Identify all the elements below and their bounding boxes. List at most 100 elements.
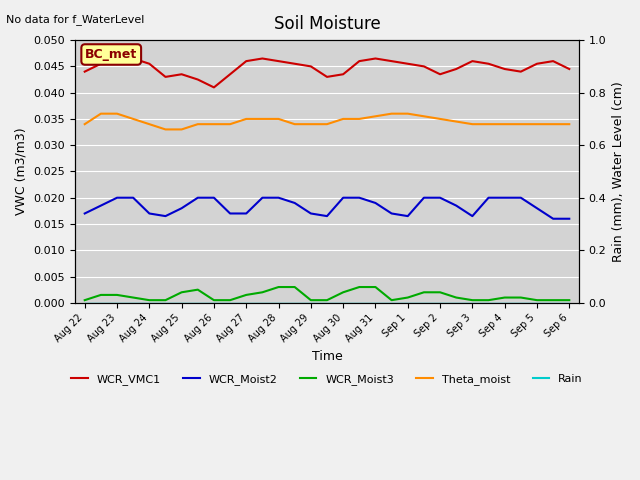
WCR_VMC1 [436,72,444,77]
Rain [129,300,137,306]
WCR_Moist3 [259,289,266,295]
Theta_moist [307,121,315,127]
Rain [259,300,266,306]
WCR_Moist3 [452,295,460,300]
Rain [517,300,525,306]
Y-axis label: VWC (m3/m3): VWC (m3/m3) [15,128,28,215]
WCR_Moist3 [97,292,105,298]
WCR_VMC1 [259,56,266,61]
Theta_moist [452,119,460,124]
WCR_VMC1 [468,58,476,64]
WCR_Moist2 [81,211,88,216]
WCR_Moist3 [210,297,218,303]
Rain [97,300,105,306]
WCR_Moist2 [549,216,557,222]
Theta_moist [162,127,170,132]
WCR_Moist2 [259,195,266,201]
Theta_moist [113,111,121,117]
WCR_Moist2 [113,195,121,201]
Rain [145,300,153,306]
Rain [275,300,282,306]
Rain [501,300,509,306]
Theta_moist [501,121,509,127]
Theta_moist [420,113,428,119]
Theta_moist [194,121,202,127]
WCR_Moist3 [372,284,380,290]
Rain [291,300,298,306]
WCR_Moist3 [388,297,396,303]
Rain [420,300,428,306]
WCR_Moist3 [113,292,121,298]
WCR_VMC1 [81,69,88,74]
Legend: WCR_VMC1, WCR_Moist2, WCR_Moist3, Theta_moist, Rain: WCR_VMC1, WCR_Moist2, WCR_Moist3, Theta_… [67,370,588,389]
WCR_Moist3 [355,284,363,290]
Rain [81,300,88,306]
Theta_moist [178,127,186,132]
WCR_Moist2 [388,211,396,216]
Rain [323,300,331,306]
Theta_moist [291,121,298,127]
Line: WCR_VMC1: WCR_VMC1 [84,59,570,87]
WCR_Moist2 [517,195,525,201]
WCR_Moist3 [145,297,153,303]
Text: No data for f_WaterLevel: No data for f_WaterLevel [6,14,145,25]
WCR_VMC1 [178,72,186,77]
Rain [194,300,202,306]
WCR_Moist2 [145,211,153,216]
Theta_moist [243,116,250,122]
WCR_Moist3 [178,289,186,295]
Rain [113,300,121,306]
WCR_VMC1 [145,61,153,67]
WCR_Moist3 [484,297,492,303]
WCR_Moist2 [194,195,202,201]
WCR_Moist3 [566,297,573,303]
WCR_Moist2 [162,213,170,219]
Line: Theta_moist: Theta_moist [84,114,570,130]
WCR_VMC1 [210,84,218,90]
Theta_moist [275,116,282,122]
WCR_Moist3 [468,297,476,303]
WCR_Moist3 [194,287,202,292]
WCR_Moist3 [533,297,541,303]
Rain [468,300,476,306]
WCR_Moist2 [323,213,331,219]
WCR_Moist3 [517,295,525,300]
WCR_VMC1 [517,69,525,74]
WCR_Moist3 [307,297,315,303]
WCR_Moist3 [420,289,428,295]
Rain [484,300,492,306]
WCR_VMC1 [227,72,234,77]
WCR_VMC1 [307,63,315,69]
Theta_moist [145,121,153,127]
WCR_Moist2 [452,203,460,208]
Rain [452,300,460,306]
WCR_Moist3 [275,284,282,290]
Rain [339,300,347,306]
Rain [436,300,444,306]
WCR_VMC1 [388,58,396,64]
WCR_Moist2 [210,195,218,201]
Theta_moist [259,116,266,122]
WCR_VMC1 [533,61,541,67]
Rain [210,300,218,306]
WCR_Moist2 [227,211,234,216]
WCR_Moist3 [339,289,347,295]
Theta_moist [339,116,347,122]
WCR_VMC1 [194,77,202,83]
Rain [533,300,541,306]
WCR_Moist2 [339,195,347,201]
WCR_Moist2 [178,205,186,211]
WCR_Moist2 [291,200,298,206]
WCR_VMC1 [129,56,137,61]
Y-axis label: Rain (mm), Water Level (cm): Rain (mm), Water Level (cm) [612,81,625,262]
Line: WCR_Moist2: WCR_Moist2 [84,198,570,219]
WCR_Moist2 [436,195,444,201]
Theta_moist [404,111,412,117]
Theta_moist [97,111,105,117]
WCR_VMC1 [162,74,170,80]
Rain [178,300,186,306]
WCR_Moist2 [566,216,573,222]
WCR_Moist2 [275,195,282,201]
Theta_moist [323,121,331,127]
WCR_Moist2 [468,213,476,219]
